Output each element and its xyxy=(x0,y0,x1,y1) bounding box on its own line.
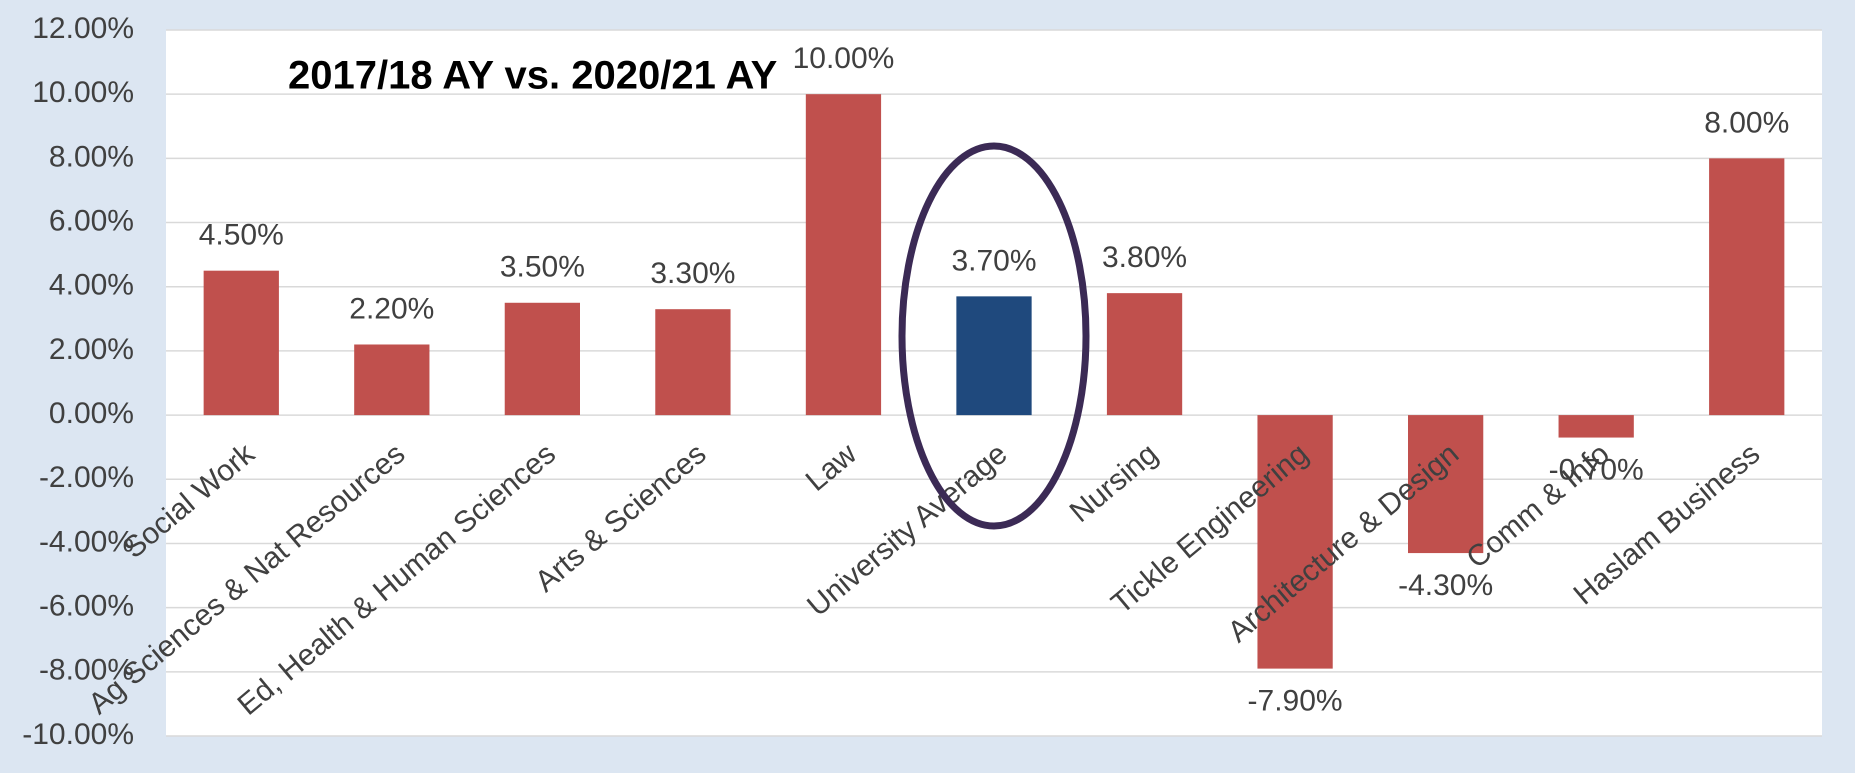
bar xyxy=(1408,415,1484,554)
data-label: 3.70% xyxy=(951,244,1036,277)
chart-title: 2017/18 AY vs. 2020/21 AY xyxy=(288,54,778,98)
y-tick-label: -6.00% xyxy=(39,590,134,623)
y-tick-label: -10.00% xyxy=(22,718,134,751)
y-tick-label: 8.00% xyxy=(49,140,134,173)
bar xyxy=(956,296,1032,416)
bar xyxy=(805,94,882,416)
data-label: -0.70% xyxy=(1549,453,1644,486)
data-label: -4.30% xyxy=(1398,569,1493,602)
y-tick-label: -4.00% xyxy=(39,525,134,558)
y-tick-label: 6.00% xyxy=(49,204,134,237)
data-label: 2.20% xyxy=(349,292,434,325)
bar xyxy=(354,344,430,416)
y-tick-label: 4.00% xyxy=(49,269,134,302)
data-label: 8.00% xyxy=(1704,106,1789,139)
data-label: 4.50% xyxy=(199,219,284,252)
bar xyxy=(203,270,279,416)
bar xyxy=(1709,158,1785,416)
bar xyxy=(655,309,731,416)
bar xyxy=(1558,415,1634,438)
y-tick-label: 2.00% xyxy=(49,333,134,366)
bar xyxy=(504,302,580,416)
bar xyxy=(1257,415,1333,669)
data-label: 3.50% xyxy=(500,251,585,284)
bar xyxy=(1106,293,1183,416)
y-tick-label: -8.00% xyxy=(39,654,134,687)
data-label: 3.80% xyxy=(1102,241,1187,274)
data-label: -7.90% xyxy=(1248,685,1343,718)
data-label: 10.00% xyxy=(793,42,895,75)
data-label: 3.30% xyxy=(650,257,735,290)
y-tick-label: 10.00% xyxy=(32,76,134,109)
highlight-ellipse xyxy=(898,142,1090,530)
y-tick-label: -2.00% xyxy=(39,461,134,494)
y-tick-label: 12.00% xyxy=(32,12,134,45)
y-tick-label: 0.00% xyxy=(49,397,134,430)
